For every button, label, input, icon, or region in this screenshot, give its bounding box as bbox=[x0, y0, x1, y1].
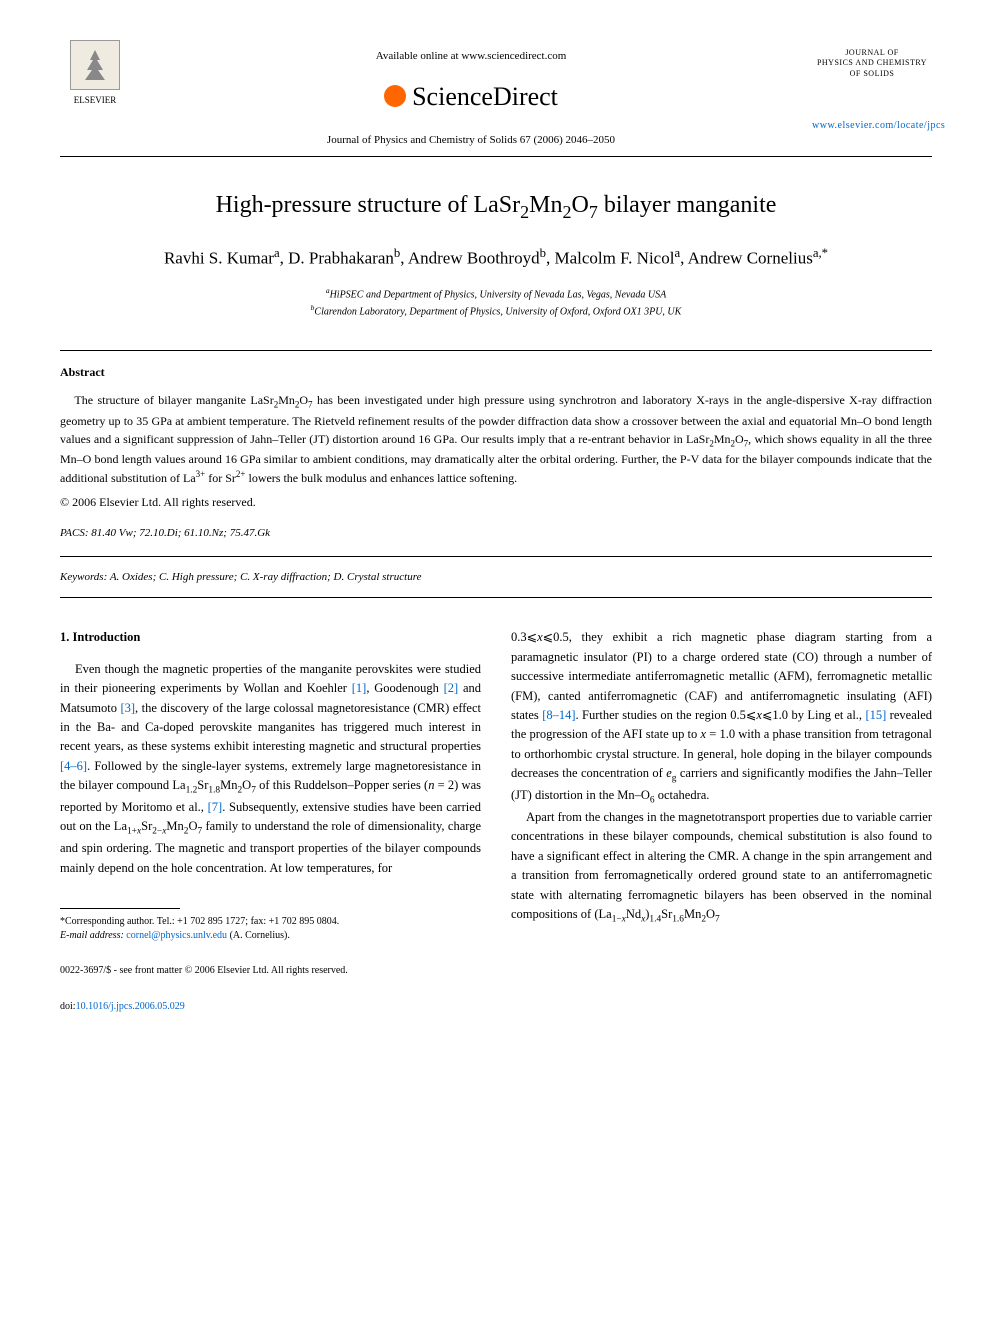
affiliation-a: aHiPSEC and Department of Physics, Unive… bbox=[60, 285, 932, 302]
doi-link[interactable]: 10.1016/j.jpcs.2006.05.029 bbox=[76, 1001, 185, 1012]
center-header: Available online at www.sciencedirect.co… bbox=[130, 40, 812, 148]
article-title: High-pressure structure of LaSr2Mn2O7 bi… bbox=[60, 187, 932, 226]
journal-box-line: JOURNAL OF bbox=[812, 48, 932, 58]
journal-reference: Journal of Physics and Chemistry of Soli… bbox=[130, 132, 812, 149]
affiliation-b: bClarendon Laboratory, Department of Phy… bbox=[60, 302, 932, 319]
keywords-bottom-rule bbox=[60, 597, 932, 598]
doi-line: doi:10.1016/j.jpcs.2006.05.029 bbox=[60, 999, 481, 1015]
elsevier-tree-icon bbox=[70, 40, 120, 90]
corresponding-email-link[interactable]: cornel@physics.unlv.edu bbox=[126, 930, 227, 941]
journal-box-line: OF SOLIDS bbox=[812, 69, 932, 79]
abstract-copyright: © 2006 Elsevier Ltd. All rights reserved… bbox=[60, 493, 932, 511]
body-paragraph: 0.3⩽x⩽0.5, they exhibit a rich magnetic … bbox=[511, 628, 932, 808]
publisher-name: ELSEVIER bbox=[60, 94, 130, 108]
sciencedirect-icon bbox=[384, 85, 406, 107]
body-two-column: 1. Introduction Even though the magnetic… bbox=[60, 628, 932, 1014]
footnote-email-line: E-mail address: cornel@physics.unlv.edu … bbox=[60, 929, 481, 943]
abstract-heading: Abstract bbox=[60, 363, 932, 381]
keywords-top-rule bbox=[60, 556, 932, 557]
keywords: Keywords: A. Oxides; C. High pressure; C… bbox=[60, 569, 932, 586]
pacs-codes: PACS: 81.40 Vw; 72.10.Di; 61.10.Nz; 75.4… bbox=[60, 525, 932, 542]
page-header: ELSEVIER Available online at www.science… bbox=[60, 40, 932, 148]
corresponding-author-footnote: *Corresponding author. Tel.: +1 702 895 … bbox=[60, 915, 481, 943]
body-paragraph: Apart from the changes in the magnetotra… bbox=[511, 808, 932, 927]
section-heading-introduction: 1. Introduction bbox=[60, 628, 481, 647]
footnote-separator bbox=[60, 908, 180, 909]
journal-homepage-link[interactable]: www.elsevier.com/locate/jpcs bbox=[812, 119, 932, 132]
footnote-phone: *Corresponding author. Tel.: +1 702 895 … bbox=[60, 915, 481, 929]
left-column: 1. Introduction Even though the magnetic… bbox=[60, 628, 481, 1014]
abstract-top-rule bbox=[60, 350, 932, 351]
sciencedirect-logo: ScienceDirect bbox=[130, 77, 812, 116]
journal-title-box: JOURNAL OF PHYSICS AND CHEMISTRY OF SOLI… bbox=[812, 40, 932, 132]
header-divider bbox=[60, 156, 932, 157]
authors-list: Ravhi S. Kumara, D. Prabhakaranb, Andrew… bbox=[60, 244, 932, 271]
elsevier-logo: ELSEVIER bbox=[60, 40, 130, 108]
body-paragraph: Even though the magnetic properties of t… bbox=[60, 660, 481, 878]
affiliations: aHiPSEC and Department of Physics, Unive… bbox=[60, 285, 932, 320]
abstract-text: The structure of bilayer manganite LaSr2… bbox=[60, 391, 932, 488]
right-column: 0.3⩽x⩽0.5, they exhibit a rich magnetic … bbox=[511, 628, 932, 1014]
journal-box-line: PHYSICS AND CHEMISTRY bbox=[812, 58, 932, 68]
front-matter-line: 0022-3697/$ - see front matter © 2006 El… bbox=[60, 963, 481, 979]
sciencedirect-text: ScienceDirect bbox=[412, 77, 558, 116]
available-online-text: Available online at www.sciencedirect.co… bbox=[130, 48, 812, 65]
